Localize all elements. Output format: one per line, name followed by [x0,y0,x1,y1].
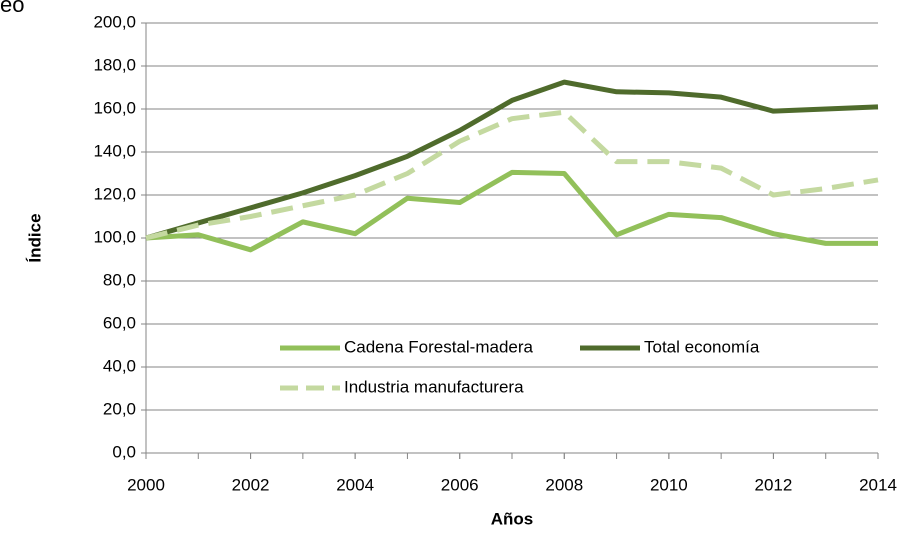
y-tick-label: 100,0 [93,227,136,246]
y-tick-label: 60,0 [103,313,136,332]
x-tick-label: 2008 [545,475,583,494]
y-axis-label: Índice [25,213,44,262]
y-tick-label: 40,0 [103,356,136,375]
legend-label: Industria manufacturera [344,377,524,396]
y-tick-label: 160,0 [93,98,136,117]
x-tick-label: 2002 [232,475,270,494]
legend-label: Cadena Forestal-madera [344,337,534,356]
y-tick-label: 20,0 [103,399,136,418]
y-tick-label: 120,0 [93,184,136,203]
y-tick-label: 80,0 [103,270,136,289]
x-tick-label: 2012 [755,475,793,494]
series-line [145,109,879,241]
series-line [145,169,878,253]
chart-title: eo [0,0,24,17]
x-tick-label: 2000 [127,475,165,494]
series-line [145,79,879,241]
x-tick-label: 2010 [650,475,688,494]
x-axis-label: Años [491,509,534,528]
y-tick-label: 0,0 [112,442,136,461]
x-tick-label: 2006 [441,475,479,494]
legend-label: Total economía [644,337,760,356]
x-tick-label: 2004 [336,475,374,494]
x-tick-label: 2014 [859,475,897,494]
y-tick-label: 140,0 [93,141,136,160]
y-tick-label: 200,0 [93,12,136,31]
y-tick-label: 180,0 [93,55,136,74]
